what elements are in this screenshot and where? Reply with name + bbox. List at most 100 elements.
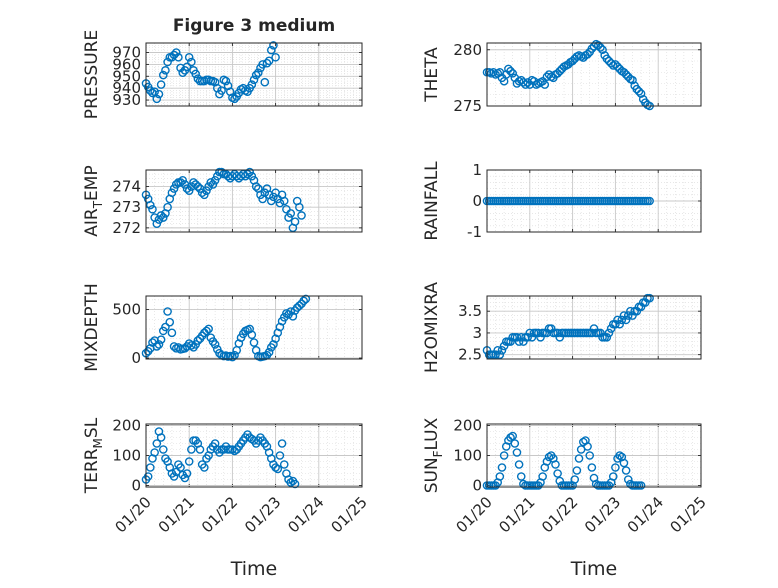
data-point <box>249 338 259 347</box>
x-tick-label: 01/20 <box>453 493 496 536</box>
data-point <box>525 328 535 338</box>
data-point <box>516 332 526 342</box>
data-point <box>195 445 205 454</box>
data-point <box>184 457 194 466</box>
x-tick-label: 01/21 <box>495 493 538 536</box>
y-axis-title: TERRMSL <box>82 417 105 494</box>
data-point <box>161 322 170 332</box>
data-point <box>210 176 220 185</box>
plot-area <box>487 296 701 359</box>
axes-box <box>145 295 363 360</box>
data-point <box>544 452 554 462</box>
x-tick-label: 01/25 <box>328 493 371 536</box>
x-tick-label: 01/23 <box>581 493 624 536</box>
data-point <box>217 86 226 95</box>
data-point <box>602 54 612 64</box>
data-point <box>623 311 633 320</box>
data-point <box>623 475 633 484</box>
data-point <box>570 475 580 484</box>
series-markers <box>482 431 646 490</box>
data-point <box>277 439 287 448</box>
data-point <box>158 70 168 80</box>
data-point <box>167 188 177 198</box>
data-point <box>286 209 296 218</box>
data-point <box>596 43 605 52</box>
data-point <box>611 319 620 329</box>
data-point <box>553 69 562 78</box>
axes-box <box>486 423 702 488</box>
data-point <box>260 188 270 198</box>
data-point <box>176 463 185 472</box>
data-point <box>297 211 306 220</box>
data-point <box>589 324 599 333</box>
y-tick-label: 0 <box>131 477 141 495</box>
data-point <box>499 341 509 351</box>
plot-area <box>146 296 362 359</box>
data-point <box>245 167 254 177</box>
subplot-mixdepth: 0 500 MIXDEPTH <box>82 283 363 372</box>
data-point <box>504 64 513 74</box>
data-point <box>243 169 252 179</box>
subplot-h2omixra: 2.5 3 3.5 H2OMIXRA <box>422 282 702 373</box>
data-point <box>301 294 311 304</box>
y-tick-label: 3.5 <box>458 302 482 320</box>
data-point <box>604 328 614 338</box>
data-point <box>583 49 592 59</box>
data-point <box>146 463 155 472</box>
data-point <box>587 44 597 53</box>
data-point <box>206 178 216 187</box>
data-point <box>611 60 620 69</box>
data-point <box>645 293 654 303</box>
data-point <box>279 460 289 469</box>
data-point <box>286 478 296 487</box>
data-point <box>628 75 637 85</box>
data-point <box>587 463 597 472</box>
data-point <box>204 324 213 334</box>
data-point <box>499 451 509 460</box>
axes-box <box>145 423 363 488</box>
data-point <box>163 202 172 212</box>
data-point <box>608 472 618 481</box>
data-point <box>611 463 620 472</box>
data-point <box>516 472 526 481</box>
y-tick-label: 2.5 <box>458 346 482 364</box>
data-point <box>508 431 517 441</box>
data-point <box>254 68 263 78</box>
y-tick-label: 274 <box>112 178 141 196</box>
data-point <box>534 328 543 338</box>
data-point <box>506 337 515 346</box>
axes-box <box>145 169 363 233</box>
data-point <box>519 337 528 346</box>
data-point <box>182 469 192 478</box>
data-point <box>619 311 629 320</box>
data-point <box>260 77 270 87</box>
x-tick-label: 01/20 <box>112 493 155 536</box>
data-point <box>208 180 218 189</box>
y-tick-label: 970 <box>112 44 141 62</box>
data-point <box>269 41 278 50</box>
y-tick-label: 273 <box>112 198 141 216</box>
data-point <box>148 204 157 214</box>
data-point <box>587 328 597 338</box>
data-point <box>230 446 239 456</box>
data-point <box>180 473 190 483</box>
data-point <box>284 213 293 222</box>
subplot-terr-msl: 0 100 200 TERRMSL 01/20 01/21 01/22 01/23 01/24 0… <box>82 417 371 581</box>
data-point <box>200 463 209 472</box>
data-point <box>275 198 285 208</box>
data-point <box>585 451 595 460</box>
data-point <box>167 328 177 338</box>
data-point <box>264 347 274 357</box>
data-point <box>508 69 517 78</box>
data-point <box>551 460 560 469</box>
data-point <box>497 346 507 355</box>
data-point <box>613 315 622 325</box>
data-point <box>491 350 500 359</box>
data-point <box>221 76 231 86</box>
y-tick-label: 100 <box>112 447 141 465</box>
y-axis-title: AIRTEMP <box>82 165 105 236</box>
data-point <box>510 439 520 448</box>
data-point <box>295 202 304 212</box>
x-axis-title: Time <box>570 558 618 580</box>
